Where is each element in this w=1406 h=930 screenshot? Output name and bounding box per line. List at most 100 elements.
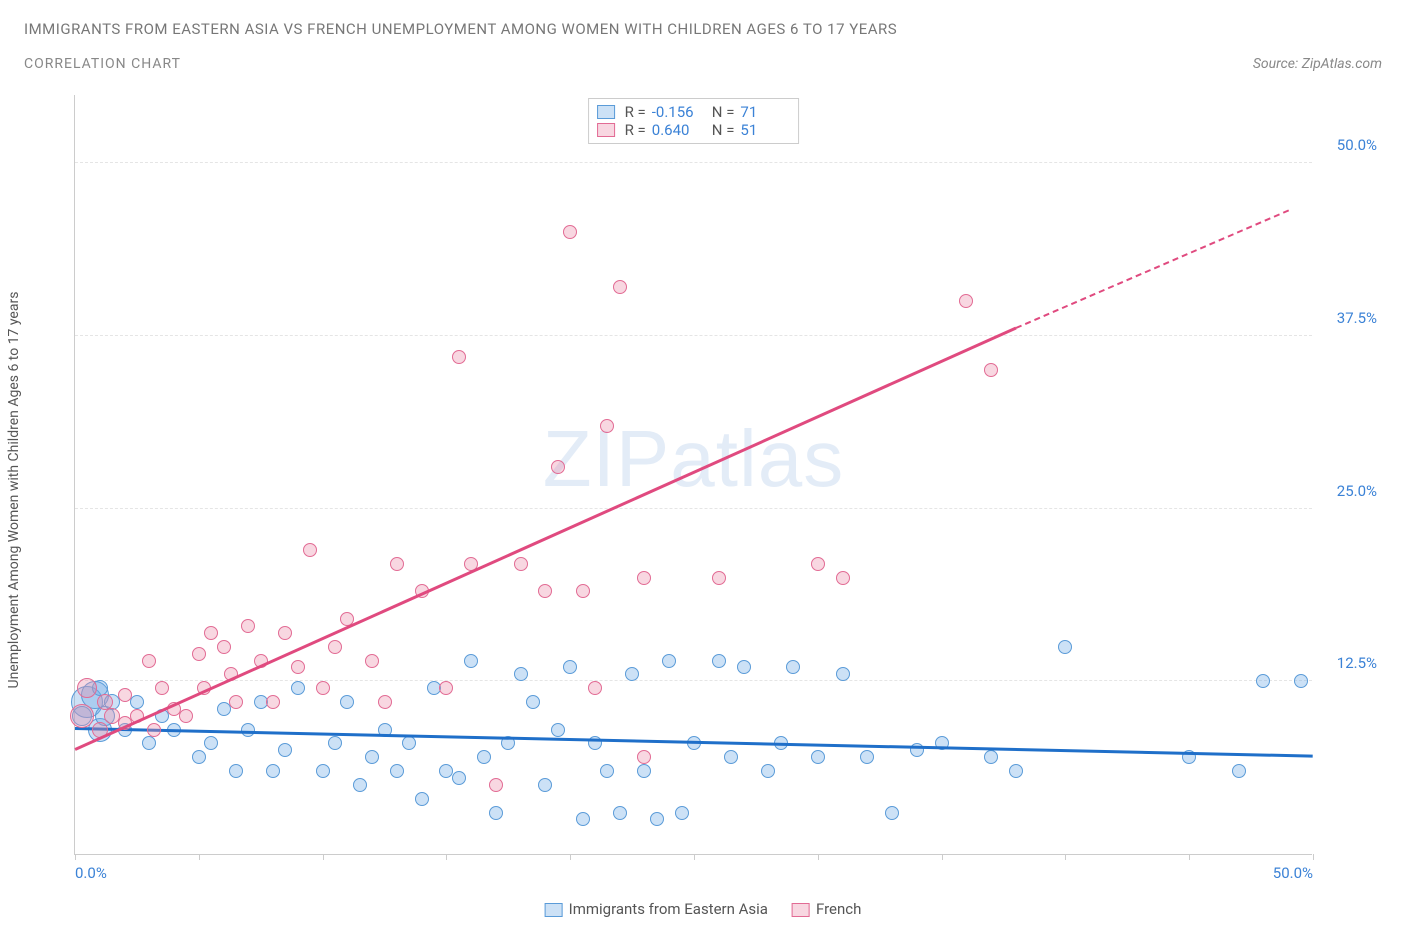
- data-point: [1009, 764, 1023, 778]
- data-point: [761, 764, 775, 778]
- data-point: [278, 626, 292, 640]
- data-point: [192, 647, 206, 661]
- data-point: [526, 695, 540, 709]
- chart-area: Unemployment Among Women with Children A…: [24, 95, 1382, 885]
- data-point: [1232, 764, 1246, 778]
- gridline: [75, 508, 1312, 509]
- data-point: [625, 667, 639, 681]
- x-tick: [570, 854, 571, 860]
- data-point: [328, 640, 342, 654]
- data-point: [613, 280, 627, 294]
- data-point: [390, 764, 404, 778]
- data-point: [204, 736, 218, 750]
- x-tick: [75, 854, 76, 860]
- x-tick: [1065, 854, 1066, 860]
- data-point: [600, 764, 614, 778]
- data-point: [452, 771, 466, 785]
- x-tick: [1189, 854, 1190, 860]
- data-point: [316, 681, 330, 695]
- data-point: [179, 709, 193, 723]
- legend-swatch: [545, 903, 563, 917]
- data-point: [885, 806, 899, 820]
- data-point: [378, 695, 392, 709]
- data-point: [130, 695, 144, 709]
- regression-line: [1015, 210, 1288, 329]
- data-point: [489, 778, 503, 792]
- y-axis-label: Unemployment Among Women with Children A…: [6, 292, 22, 689]
- data-point: [860, 750, 874, 764]
- stat-r-value: -0.156: [652, 103, 702, 121]
- stat-n-label: N =: [712, 121, 735, 139]
- data-point: [712, 654, 726, 668]
- x-tick-label: 0.0%: [75, 864, 107, 882]
- data-point: [984, 363, 998, 377]
- legend-swatch: [597, 105, 615, 119]
- x-tick: [323, 854, 324, 860]
- data-point: [637, 571, 651, 585]
- data-point: [192, 750, 206, 764]
- stat-r-label: R =: [625, 103, 646, 121]
- data-point: [1058, 640, 1072, 654]
- legend-label: French: [816, 900, 861, 918]
- data-point: [662, 654, 676, 668]
- data-point: [489, 806, 503, 820]
- data-point: [563, 225, 577, 239]
- data-point: [637, 764, 651, 778]
- data-point: [687, 736, 701, 750]
- data-point: [142, 654, 156, 668]
- data-point: [452, 350, 466, 364]
- y-tick-label: 37.5%: [1337, 309, 1377, 327]
- gridline: [75, 162, 1312, 163]
- legend-swatch: [792, 903, 810, 917]
- data-point: [576, 812, 590, 826]
- data-point: [365, 654, 379, 668]
- data-point: [538, 778, 552, 792]
- data-point: [464, 654, 478, 668]
- data-point: [291, 660, 305, 674]
- legend-stat-row: R =-0.156N =71: [597, 103, 791, 121]
- legend-swatch: [597, 123, 615, 137]
- legend-stats-box: R = -0.156 N = 71R =0.640N =51: [588, 98, 800, 144]
- data-point: [328, 736, 342, 750]
- gridline: [75, 335, 1312, 336]
- data-point: [514, 557, 528, 571]
- data-point: [155, 681, 169, 695]
- data-point: [576, 584, 590, 598]
- chart-subtitle: CORRELATION CHART: [24, 56, 181, 72]
- data-point: [724, 750, 738, 764]
- chart-header: IMMIGRANTS FROM EASTERN ASIA VS FRENCH U…: [0, 0, 1406, 72]
- data-point: [147, 723, 161, 737]
- data-point: [241, 619, 255, 633]
- data-point: [600, 419, 614, 433]
- data-point: [439, 681, 453, 695]
- data-point: [551, 460, 565, 474]
- regression-line: [74, 327, 1016, 751]
- data-point: [402, 736, 416, 750]
- data-point: [836, 667, 850, 681]
- y-tick-label: 50.0%: [1337, 136, 1377, 154]
- data-point: [353, 778, 367, 792]
- data-point: [1294, 674, 1308, 688]
- stat-r-label: R =: [625, 121, 646, 139]
- data-point: [142, 736, 156, 750]
- data-point: [266, 764, 280, 778]
- data-point: [118, 688, 132, 702]
- x-tick: [1313, 854, 1314, 860]
- data-point: [229, 764, 243, 778]
- data-point: [1256, 674, 1270, 688]
- data-point: [229, 695, 243, 709]
- data-point: [241, 723, 255, 737]
- data-point: [291, 681, 305, 695]
- data-point: [316, 764, 330, 778]
- data-point: [70, 704, 94, 728]
- legend-item: Immigrants from Eastern Asia: [545, 900, 768, 918]
- data-point: [737, 660, 751, 674]
- data-point: [811, 557, 825, 571]
- chart-source: Source: ZipAtlas.com: [1253, 56, 1382, 72]
- data-point: [278, 743, 292, 757]
- legend-stat-row: R =0.640N =51: [597, 121, 791, 139]
- stat-n-value: 71: [740, 103, 790, 121]
- x-tick: [446, 854, 447, 860]
- bottom-legend: Immigrants from Eastern Asia French: [545, 900, 862, 918]
- data-point: [836, 571, 850, 585]
